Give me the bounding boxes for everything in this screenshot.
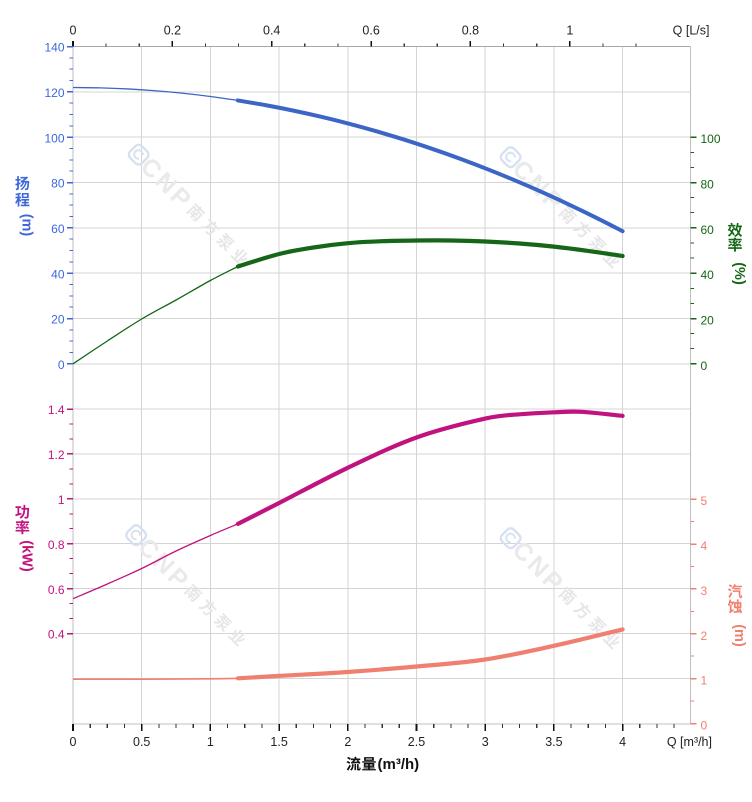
svg-text:Q [m³/h]: Q [m³/h]: [667, 735, 712, 749]
svg-text:1: 1: [701, 674, 708, 688]
svg-text:1: 1: [566, 24, 573, 38]
svg-text:3.5: 3.5: [545, 735, 562, 749]
svg-text:(m): (m): [731, 624, 747, 647]
svg-text:Q [L/s]: Q [L/s]: [673, 24, 710, 38]
svg-text:0: 0: [701, 719, 708, 733]
svg-text:4: 4: [701, 539, 708, 553]
svg-text:0.6: 0.6: [362, 24, 379, 38]
svg-text:0: 0: [70, 24, 77, 38]
svg-text:(m): (m): [18, 214, 34, 237]
svg-text:20: 20: [701, 314, 715, 328]
svg-text:2: 2: [344, 735, 351, 749]
svg-text:60: 60: [701, 223, 715, 237]
svg-text:(m³/h): (m³/h): [378, 756, 420, 773]
svg-text:(%): (%): [731, 262, 747, 285]
svg-text:1: 1: [207, 735, 214, 749]
svg-text:0: 0: [58, 358, 65, 372]
svg-text:80: 80: [701, 178, 715, 192]
svg-text:0.4: 0.4: [263, 24, 280, 38]
svg-text:120: 120: [44, 86, 64, 100]
svg-text:1.5: 1.5: [270, 735, 287, 749]
svg-text:0.6: 0.6: [48, 583, 65, 597]
svg-text:140: 140: [44, 41, 64, 55]
svg-text:3: 3: [482, 735, 489, 749]
svg-text:0.5: 0.5: [133, 735, 150, 749]
svg-text:3: 3: [701, 584, 708, 598]
svg-text:20: 20: [51, 313, 65, 327]
svg-text:0: 0: [70, 735, 77, 749]
svg-text:2.5: 2.5: [408, 735, 425, 749]
svg-text:2: 2: [701, 629, 708, 643]
svg-text:1.2: 1.2: [48, 448, 65, 462]
svg-text:80: 80: [51, 177, 65, 191]
svg-text:0: 0: [701, 359, 708, 373]
svg-text:100: 100: [44, 131, 64, 145]
svg-text:40: 40: [701, 268, 715, 282]
svg-text:1.4: 1.4: [48, 403, 65, 417]
svg-text:1: 1: [58, 493, 65, 507]
svg-text:0.8: 0.8: [462, 24, 479, 38]
svg-text:40: 40: [51, 267, 65, 281]
svg-text:4: 4: [619, 735, 626, 749]
svg-text:5: 5: [701, 494, 708, 508]
svg-text:60: 60: [51, 222, 65, 236]
svg-text:100: 100: [701, 132, 721, 146]
svg-text:0.4: 0.4: [48, 628, 65, 642]
svg-text:0.2: 0.2: [164, 24, 181, 38]
svg-text:(kW): (kW): [18, 540, 34, 572]
svg-text:0.8: 0.8: [48, 538, 65, 552]
